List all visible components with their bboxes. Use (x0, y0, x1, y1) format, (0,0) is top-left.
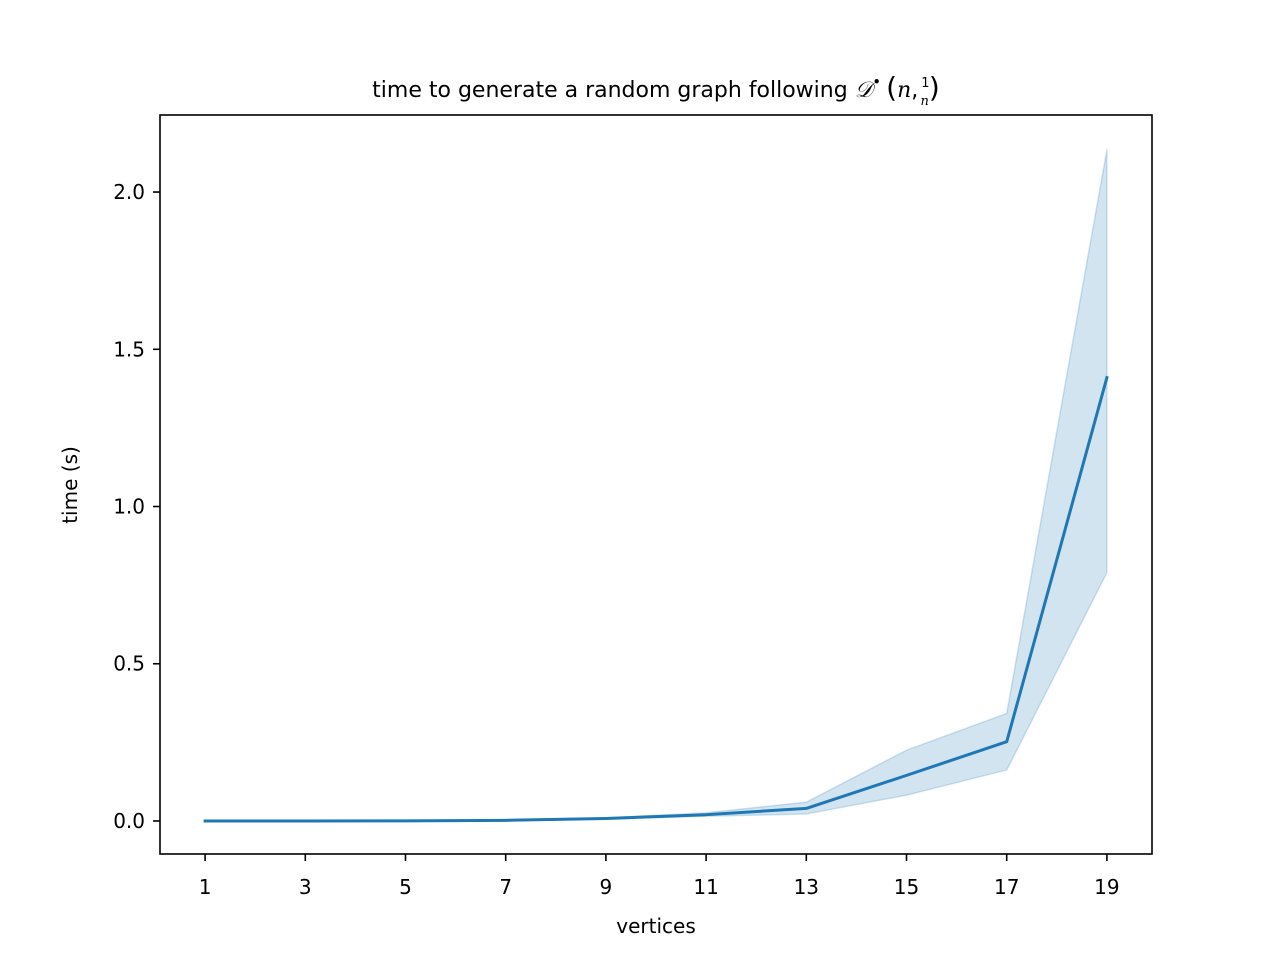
x-axis-label: vertices (616, 914, 695, 938)
series-line-0 (203, 375, 1109, 823)
x-axis: 1 3 5 7 9 11 13 15 17 19 (199, 854, 1120, 899)
y-axis-label: time (s) (58, 446, 82, 524)
x-tick-label: 5 (399, 875, 412, 899)
x-tick-label: 7 (499, 875, 512, 899)
chart-title: time to generate a random graph followin… (372, 71, 940, 109)
y-axis: 0.0 0.5 1.0 1.5 2.0 (113, 180, 160, 833)
y-tick-label: 2.0 (113, 180, 145, 204)
plot-area (203, 149, 1109, 823)
y-tick-label: 1.0 (113, 495, 145, 519)
confidence-band-0 (205, 149, 1108, 822)
x-tick-label: 17 (994, 875, 1019, 899)
x-tick-label: 15 (894, 875, 919, 899)
y-tick-label: 0.5 (113, 652, 145, 676)
x-tick-label: 1 (199, 875, 212, 899)
x-tick-label: 11 (693, 875, 718, 899)
x-tick-label: 19 (1094, 875, 1119, 899)
plot-frame (159, 114, 1153, 855)
x-tick-label: 13 (794, 875, 819, 899)
x-tick-label: 9 (600, 875, 613, 899)
x-tick-label: 3 (299, 875, 312, 899)
y-tick-label: 1.5 (113, 337, 145, 361)
y-tick-label: 0.0 (113, 809, 145, 833)
